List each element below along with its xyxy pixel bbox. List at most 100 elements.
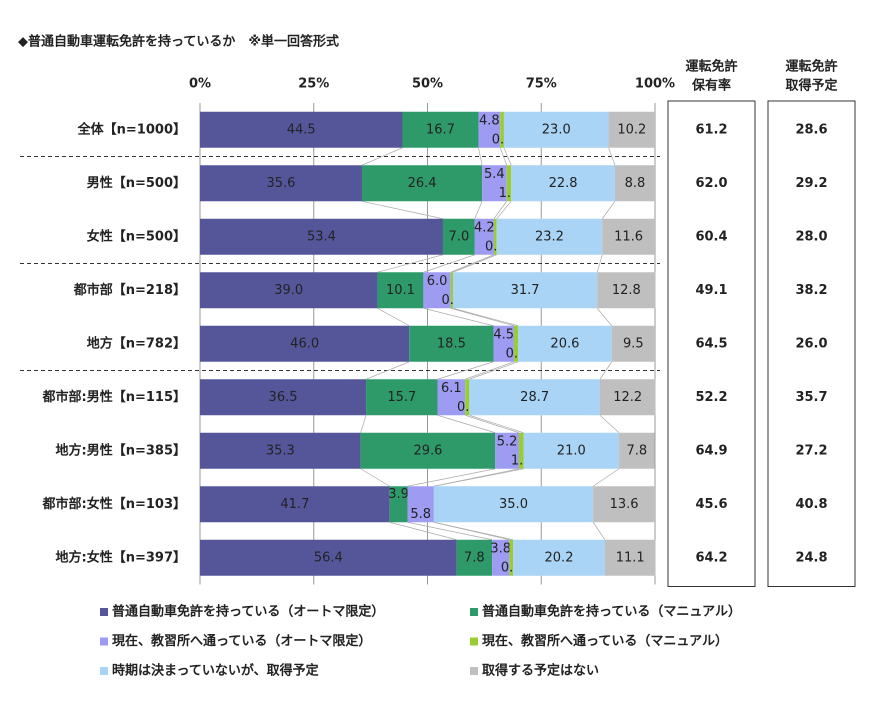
legend-swatch — [470, 667, 478, 675]
value-label: 18.5 — [437, 336, 466, 351]
table-cell: 28.0 — [795, 229, 827, 244]
value-label: 20.2 — [545, 550, 574, 565]
connector — [433, 468, 524, 487]
y-tick-label: 地方【n=782】 — [87, 335, 186, 351]
connector — [450, 307, 515, 327]
value-label: 22.8 — [549, 176, 578, 191]
value-label: 23.2 — [535, 229, 564, 244]
value-label: 35.3 — [266, 443, 295, 458]
x-tick-label: 75% — [526, 77, 557, 92]
value-label: 29.6 — [413, 443, 442, 458]
bar-segment — [389, 486, 408, 523]
connector — [361, 200, 444, 220]
value-label: 6.1 — [441, 381, 462, 396]
value-label: 10.1 — [386, 283, 415, 298]
value-label: 7.8 — [626, 443, 647, 458]
x-tick-label: 25% — [298, 77, 329, 92]
bar-segment — [360, 432, 496, 469]
connector — [452, 254, 497, 273]
value-label: 8.8 — [625, 176, 646, 191]
bar-segment — [200, 486, 390, 523]
table-cell: 52.2 — [695, 390, 727, 405]
connector — [592, 468, 620, 487]
value-label: 7.8 — [464, 550, 485, 565]
bar-segment — [597, 272, 656, 309]
bar-segment — [465, 379, 470, 416]
bar-segment — [518, 432, 524, 469]
value-label: 7.0 — [449, 229, 470, 244]
legend-label: 普通自動車免許を持っている（マニュアル） — [482, 604, 741, 620]
connector — [469, 361, 519, 380]
table-cell: 45.6 — [695, 497, 727, 512]
value-label: 9.5 — [623, 336, 644, 351]
connector — [407, 468, 496, 487]
table-cell: 64.5 — [695, 336, 727, 351]
connector — [437, 414, 496, 434]
bar-segment — [407, 486, 434, 523]
value-label: 3.9 — [388, 487, 409, 502]
table-header: 運転免許 — [785, 59, 837, 75]
value-label: 4.2 — [474, 220, 495, 235]
value-label: 35.0 — [499, 497, 528, 512]
table-cell: 61.2 — [695, 122, 727, 137]
bar-segment — [361, 165, 483, 202]
bar-segment — [200, 325, 410, 362]
bar-segment — [500, 111, 504, 148]
bar-segment — [409, 325, 494, 362]
table-cell: 35.7 — [795, 390, 827, 405]
bar-segment — [200, 272, 378, 309]
bar-segment — [456, 539, 493, 576]
value-label: 5.2 — [497, 434, 518, 449]
connector — [389, 521, 457, 541]
value-label: 3.8 — [490, 541, 511, 556]
connector — [599, 414, 620, 434]
value-label: 11.6 — [614, 229, 643, 244]
connector — [433, 521, 514, 541]
legend-swatch — [470, 608, 478, 616]
table-cell: 24.8 — [795, 550, 827, 565]
bar-segment — [602, 218, 655, 255]
bar-segment — [518, 325, 612, 362]
value-label: 44.5 — [287, 122, 316, 137]
table-cell: 62.0 — [695, 176, 727, 191]
bar-segment — [495, 432, 519, 469]
value-label: 6.0 — [427, 274, 448, 289]
connector — [596, 254, 603, 273]
bar-segment — [200, 218, 443, 255]
value-label: 5.4 — [484, 167, 505, 182]
table-cell: 27.2 — [795, 443, 827, 458]
table-box — [667, 100, 756, 587]
table-cell: 28.6 — [795, 122, 827, 137]
legend-label: 取得する予定はない — [482, 663, 599, 679]
connector — [465, 361, 515, 380]
legend-label: 現在、教習所へ通っている（オートマ限定） — [112, 633, 371, 649]
bar-segment — [493, 325, 514, 362]
value-label: 35.6 — [267, 176, 296, 191]
connector — [465, 414, 520, 434]
connector — [452, 307, 519, 327]
bar-segment — [506, 165, 512, 202]
connector — [450, 254, 495, 273]
connector — [596, 308, 613, 326]
bar-segment — [608, 111, 655, 148]
bar-segment — [423, 272, 451, 309]
value-label: 41.7 — [280, 497, 309, 512]
table-header: 取得予定 — [785, 78, 837, 94]
x-tick-label: 50% — [412, 77, 443, 92]
value-label: 36.5 — [269, 390, 298, 405]
bar-segment — [493, 218, 497, 255]
y-tick-label: 地方:男性【n=385】 — [56, 442, 186, 458]
table-cell: 29.2 — [795, 176, 827, 191]
connector — [437, 361, 494, 380]
legend-swatch — [100, 608, 108, 616]
bar-segment — [593, 486, 655, 523]
bar-segment — [492, 539, 510, 576]
connector — [365, 361, 410, 380]
legend-swatch — [100, 637, 108, 646]
value-label: 11.1 — [616, 550, 645, 565]
connector — [599, 361, 613, 380]
value-label: 53.4 — [307, 229, 336, 244]
bar-segment — [611, 325, 655, 362]
bar-segment — [433, 486, 594, 523]
